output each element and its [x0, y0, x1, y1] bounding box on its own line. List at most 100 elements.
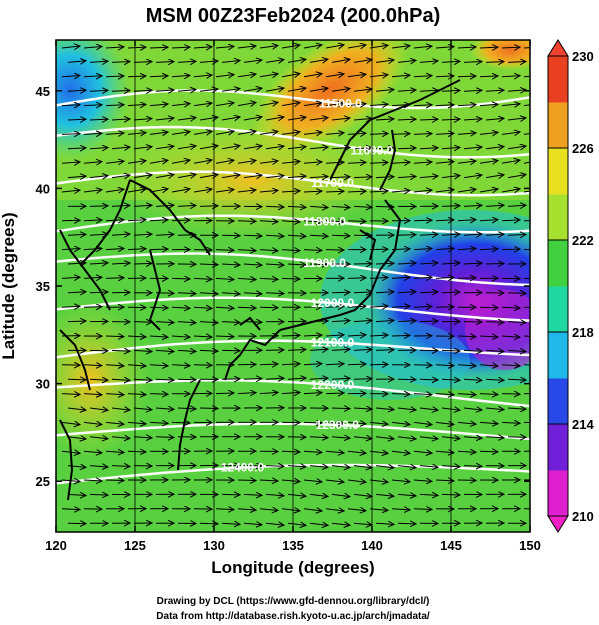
wind-arrow: [127, 422, 146, 423]
wind-arrow: [287, 88, 306, 91]
wind-arrow: [265, 88, 284, 91]
wind-arrow: [457, 47, 476, 48]
wind-arrow: [221, 60, 240, 62]
wind-arrow: [501, 422, 520, 423]
wind-arrow: [309, 378, 328, 379]
wind-arrow: [281, 451, 300, 452]
wind-arrow: [127, 133, 146, 135]
wind-arrow: [413, 394, 432, 395]
wind-arrow: [199, 293, 218, 294]
wind-arrow: [347, 162, 366, 163]
colorbar-tick-label: 230: [572, 49, 594, 64]
wind-arrow: [281, 103, 300, 106]
wind-arrow: [171, 220, 190, 221]
wind-arrow: [215, 278, 234, 279]
wind-arrow: [237, 102, 256, 105]
wind-arrow: [83, 422, 102, 424]
wind-arrow: [265, 206, 284, 207]
wind-arrow: [237, 74, 256, 77]
wind-arrow: [331, 437, 350, 438]
wind-arrow: [111, 175, 130, 177]
wind-arrow: [221, 117, 240, 120]
wind-arrow: [325, 451, 344, 453]
x-tick-label: 125: [124, 538, 146, 553]
wind-arrow: [331, 292, 350, 293]
wind-arrow: [331, 408, 350, 409]
wind-arrow: [479, 365, 498, 366]
wind-arrow: [133, 322, 152, 323]
wind-arrow: [309, 88, 328, 91]
wind-arrow: [413, 190, 432, 192]
wind-arrow: [413, 480, 432, 481]
wind-arrow: [67, 379, 86, 380]
wind-arrow: [485, 62, 504, 63]
wind-arrow: [501, 394, 520, 395]
wind-arrow: [391, 306, 410, 307]
wind-arrow: [221, 293, 240, 294]
wind-arrow: [83, 46, 102, 48]
wind-arrow: [523, 190, 530, 193]
wind-arrow: [479, 220, 498, 221]
wind-arrow: [507, 408, 526, 409]
wind-arrow: [89, 234, 108, 235]
wind-arrow: [325, 221, 344, 222]
wind-arrow: [309, 235, 328, 236]
wind-arrow: [281, 161, 300, 163]
wind-arrow: [265, 60, 284, 63]
wind-arrow: [155, 146, 174, 149]
wind-arrow: [325, 191, 344, 192]
wind-arrow: [111, 350, 130, 351]
wind-arrow: [375, 148, 394, 149]
wind-arrow: [243, 494, 262, 495]
wind-arrow: [325, 335, 344, 336]
wind-arrow: [281, 250, 300, 251]
wind-arrow: [83, 307, 102, 308]
wind-arrow: [485, 379, 504, 380]
wind-arrow: [155, 90, 174, 91]
wind-arrow: [61, 190, 80, 192]
wind-arrow: [413, 365, 432, 366]
wind-arrow: [369, 75, 388, 77]
wind-arrow: [413, 220, 432, 221]
wind-arrow: [507, 118, 526, 120]
wind-arrow: [485, 90, 504, 91]
wind-arrow: [303, 45, 322, 48]
wind-arrow: [83, 451, 102, 453]
wind-arrow: [193, 47, 212, 48]
wind-arrow: [303, 103, 322, 106]
wind-arrow: [265, 264, 284, 265]
wind-arrow: [309, 118, 328, 120]
wind-arrow: [83, 190, 102, 192]
wind-arrow: [127, 394, 146, 395]
wind-arrow: [325, 480, 344, 482]
wind-arrow: [281, 480, 300, 482]
wind-arrow: [353, 349, 372, 350]
wind-arrow: [111, 437, 130, 439]
wind-arrow: [287, 378, 306, 379]
wind-arrow: [501, 336, 520, 337]
wind-arrow: [303, 422, 322, 423]
contour-label: 11500.0: [319, 96, 362, 110]
wind-arrow: [463, 350, 482, 351]
wind-arrow: [529, 350, 530, 351]
wind-arrow: [127, 249, 146, 250]
wind-arrow: [479, 307, 498, 308]
wind-arrow: [523, 161, 530, 164]
wind-arrow: [325, 393, 344, 394]
y-tick-label: 45: [36, 84, 50, 99]
wind-arrow: [391, 190, 410, 192]
wind-arrow: [83, 133, 102, 134]
wind-arrow: [149, 160, 168, 163]
wind-arrow: [287, 176, 306, 178]
wind-arrow: [419, 119, 438, 120]
wind-arrow: [193, 336, 212, 337]
wind-arrow: [309, 264, 328, 265]
wind-arrow: [111, 234, 130, 235]
wind-arrow: [331, 177, 350, 178]
wind-arrow: [413, 422, 432, 424]
wind-arrow: [155, 234, 174, 235]
wind-arrow: [457, 422, 476, 424]
wind-arrow: [281, 221, 300, 222]
wind-arrow: [507, 234, 526, 235]
wind-arrow: [303, 509, 322, 511]
